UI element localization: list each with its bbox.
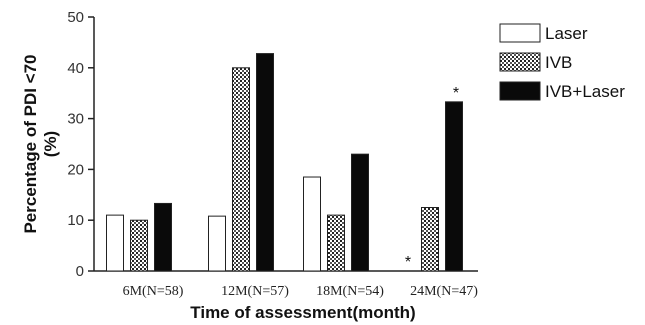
y-tick-label: 50 xyxy=(67,9,84,26)
bar-ivb-0 xyxy=(130,219,148,272)
bar-ivb-3 xyxy=(421,207,439,272)
legend-label: IVB+Laser xyxy=(545,82,625,101)
bars-group xyxy=(106,53,463,272)
x-category-label: 6M(N=58) xyxy=(123,284,184,299)
bar-ivb-laser-0 xyxy=(154,202,172,272)
y-axis-title-line2: (%) xyxy=(41,131,60,157)
legend-swatch xyxy=(499,23,541,43)
bar-ivb-1 xyxy=(232,67,250,272)
legend-swatch xyxy=(499,52,541,72)
y-tick-label: 40 xyxy=(67,60,84,77)
bar-laser-2 xyxy=(303,176,321,272)
significance-marker: * xyxy=(405,254,411,271)
y-tick-label: 30 xyxy=(67,111,84,128)
bar-ivb-laser-1 xyxy=(256,53,274,272)
x-category-label: 12M(N=57) xyxy=(221,284,289,299)
y-tick-label: 0 xyxy=(76,263,84,280)
legend: Laser IVB IVB+Laser xyxy=(499,23,625,101)
x-axis-title: Time of assessment(month) xyxy=(190,303,415,322)
legend-label: IVB xyxy=(545,53,572,72)
y-tick-label: 10 xyxy=(67,212,84,229)
legend-label: Laser xyxy=(545,24,588,43)
bar-laser-0 xyxy=(106,214,124,272)
significance-marker: * xyxy=(453,85,459,102)
bar-ivb-2 xyxy=(327,214,345,272)
bar-ivb-laser-3 xyxy=(445,101,463,272)
annotations: ** xyxy=(405,85,459,271)
x-category-label: 18M(N=54) xyxy=(316,284,384,299)
y-tick-label: 20 xyxy=(67,161,84,178)
bar-ivb-laser-2 xyxy=(351,153,369,272)
bar-laser-1 xyxy=(208,215,226,272)
x-category-label: 24M(N=47) xyxy=(410,284,478,299)
y-axis-title-line1: Percentage of PDI <70 xyxy=(21,54,40,233)
category-labels: 6M(N=58) 12M(N=57) 18M(N=54) 24M(N=47) xyxy=(123,284,479,299)
legend-swatch xyxy=(499,81,541,101)
y-tick-labels: 0 10 20 30 40 50 xyxy=(67,9,84,280)
